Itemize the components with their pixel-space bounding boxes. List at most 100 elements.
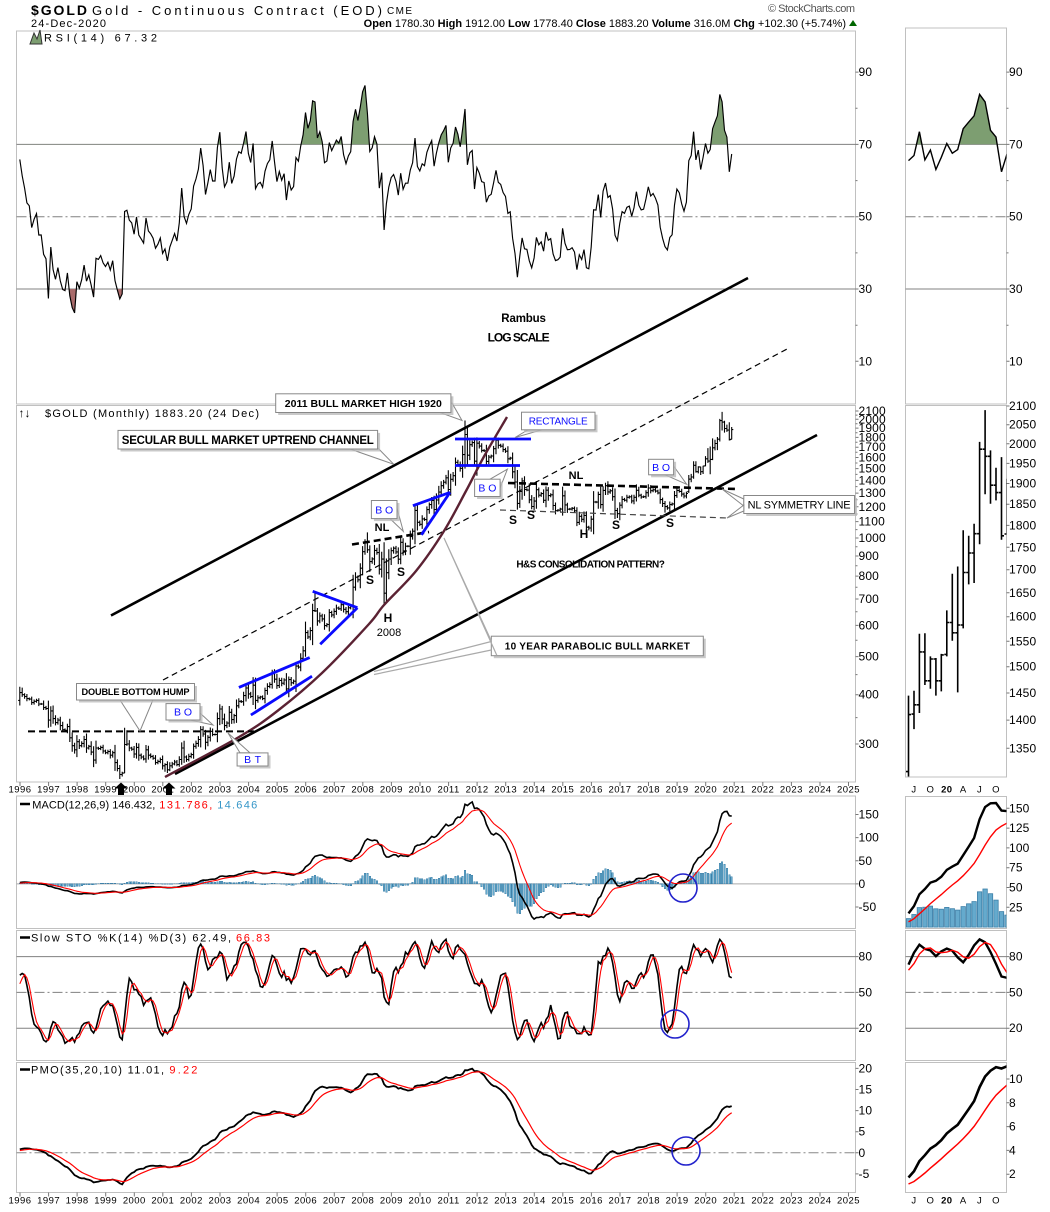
svg-text:CME: CME	[387, 6, 412, 17]
svg-text:2017: 2017	[609, 1196, 632, 1207]
svg-text:H: H	[384, 611, 393, 625]
svg-text:20: 20	[1009, 1021, 1023, 1035]
svg-text:20: 20	[941, 1196, 952, 1207]
svg-text:2019: 2019	[666, 1196, 689, 1207]
svg-text:2100: 2100	[1009, 399, 1036, 413]
svg-text:2016: 2016	[580, 785, 603, 796]
svg-text:DOUBLE BOTTOM HUMP: DOUBLE BOTTOM HUMP	[82, 687, 190, 697]
svg-text:2006: 2006	[294, 1196, 317, 1207]
svg-text:2012: 2012	[466, 785, 489, 796]
svg-text:2014: 2014	[523, 785, 546, 796]
svg-text:2008: 2008	[351, 785, 374, 796]
svg-text:2000: 2000	[1009, 437, 1036, 451]
svg-text:1450: 1450	[1009, 686, 1036, 700]
svg-text:1700: 1700	[1009, 563, 1036, 577]
svg-text:10: 10	[859, 1104, 873, 1118]
svg-text:14.646: 14.646	[217, 800, 257, 812]
svg-text:80: 80	[1009, 950, 1023, 964]
svg-text:100: 100	[859, 831, 880, 845]
svg-text:S: S	[366, 573, 374, 587]
svg-text:1998: 1998	[66, 785, 89, 796]
svg-text:1999: 1999	[94, 785, 117, 796]
svg-text:100: 100	[1009, 841, 1030, 855]
svg-text:1996: 1996	[9, 1196, 32, 1207]
svg-text:NL: NL	[569, 470, 584, 482]
svg-text:2019: 2019	[666, 785, 689, 796]
svg-text:PMO(35,20,10) 11.01,: PMO(35,20,10) 11.01,	[31, 1065, 164, 1077]
svg-text:8: 8	[1009, 1096, 1016, 1110]
svg-text:1200: 1200	[859, 500, 886, 514]
svg-text:1997: 1997	[37, 785, 60, 796]
svg-text:2023: 2023	[780, 785, 803, 796]
svg-text:2005: 2005	[266, 785, 289, 796]
svg-text:J: J	[911, 785, 916, 796]
svg-text:S: S	[666, 516, 674, 530]
svg-text:2016: 2016	[580, 1196, 603, 1207]
svg-text:90: 90	[1009, 65, 1023, 79]
svg-text:1600: 1600	[1009, 610, 1036, 624]
svg-text:1650: 1650	[1009, 586, 1036, 600]
svg-text:2013: 2013	[494, 1196, 517, 1207]
svg-text:900: 900	[859, 549, 880, 563]
svg-text:1950: 1950	[1009, 456, 1036, 470]
svg-text:1998: 1998	[66, 1196, 89, 1207]
svg-text:2022: 2022	[751, 785, 774, 796]
svg-text:2015: 2015	[551, 785, 574, 796]
svg-text:300: 300	[859, 737, 880, 751]
svg-text:600: 600	[859, 618, 880, 632]
svg-text:A: A	[960, 1196, 967, 1207]
svg-text:1100: 1100	[859, 515, 886, 529]
svg-text:1750: 1750	[1009, 540, 1036, 554]
svg-text:50: 50	[1009, 985, 1023, 999]
svg-text:O: O	[927, 785, 935, 796]
svg-text:2018: 2018	[637, 1196, 660, 1207]
svg-text:2012: 2012	[466, 1196, 489, 1207]
svg-text:2021: 2021	[723, 785, 746, 796]
svg-text:90: 90	[859, 65, 873, 79]
svg-text:30: 30	[859, 282, 873, 296]
svg-text:2005: 2005	[266, 1196, 289, 1207]
svg-text:MACD(12,26,9) 146.432,: MACD(12,26,9) 146.432,	[32, 800, 155, 812]
svg-text:2020: 2020	[694, 785, 717, 796]
svg-text:10 YEAR PARABOLIC BULL MARKET: 10 YEAR PARABOLIC BULL MARKET	[505, 642, 690, 653]
svg-text:2010: 2010	[409, 1196, 432, 1207]
svg-text:4: 4	[1009, 1143, 1016, 1157]
svg-text:A: A	[960, 785, 967, 796]
svg-text:0: 0	[859, 877, 866, 891]
svg-text:BO: BO	[652, 462, 670, 474]
svg-text:2002: 2002	[180, 1196, 203, 1207]
svg-text:1999: 1999	[94, 1196, 117, 1207]
svg-text:2021: 2021	[723, 1196, 746, 1207]
svg-text:50: 50	[859, 210, 873, 224]
svg-text:80: 80	[859, 950, 873, 964]
svg-text:O: O	[992, 785, 1000, 796]
svg-text:J: J	[977, 1196, 982, 1207]
svg-text:Rambus: Rambus	[501, 313, 546, 325]
svg-text:S: S	[612, 518, 620, 532]
svg-text:2020: 2020	[694, 1196, 717, 1207]
svg-text:1550: 1550	[1009, 634, 1036, 648]
svg-text:O: O	[992, 1196, 1000, 1207]
svg-text:S: S	[397, 565, 405, 579]
svg-text:800: 800	[859, 569, 880, 583]
svg-text:BO: BO	[174, 707, 192, 719]
svg-text:NL: NL	[375, 522, 390, 534]
svg-text:LOG SCALE: LOG SCALE	[488, 331, 550, 345]
svg-text:2011: 2011	[437, 785, 459, 796]
svg-text:1350: 1350	[1009, 741, 1036, 755]
svg-text:0: 0	[859, 1146, 866, 1160]
svg-text:50: 50	[859, 985, 873, 999]
svg-text:↑↓: ↑↓	[19, 406, 31, 420]
svg-text:2004: 2004	[237, 1196, 260, 1207]
svg-text:2003: 2003	[209, 1196, 232, 1207]
svg-text:20: 20	[941, 785, 952, 796]
svg-text:10: 10	[1009, 1072, 1023, 1086]
svg-text:1997: 1997	[37, 1196, 60, 1207]
svg-text:2022: 2022	[751, 1196, 774, 1207]
svg-text:-5: -5	[859, 1167, 870, 1181]
svg-text:2009: 2009	[380, 1196, 403, 1207]
svg-text:50: 50	[859, 854, 873, 868]
svg-text:70: 70	[859, 137, 873, 151]
svg-text:2015: 2015	[551, 1196, 574, 1207]
svg-text:25: 25	[1009, 900, 1023, 914]
